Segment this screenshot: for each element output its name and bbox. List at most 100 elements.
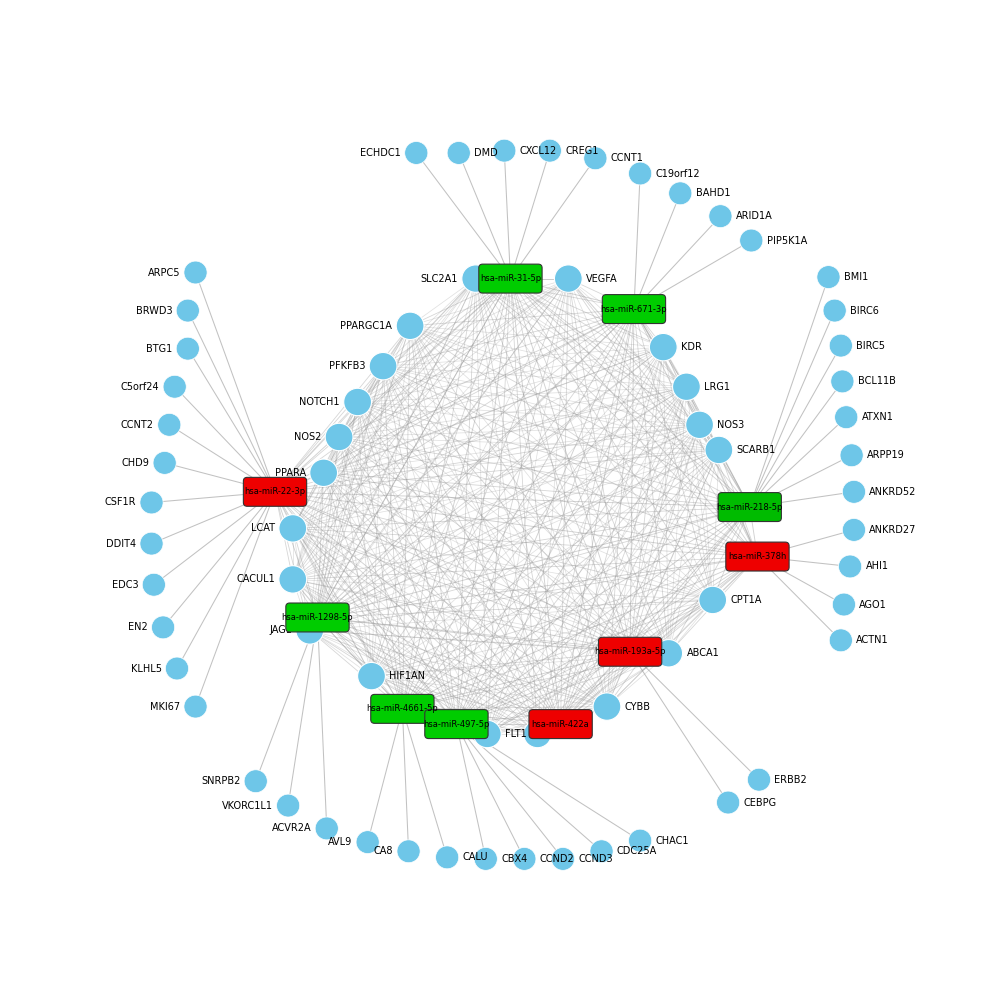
Circle shape [310, 459, 338, 487]
Text: CREG1: CREG1 [566, 145, 599, 155]
Text: hsa-miR-4661-5p: hsa-miR-4661-5p [367, 704, 438, 713]
Text: BRWD3: BRWD3 [135, 306, 172, 315]
FancyBboxPatch shape [718, 493, 782, 521]
Text: CCNT2: CCNT2 [121, 419, 153, 430]
Text: CCNT1: CCNT1 [611, 153, 643, 163]
Text: MKI67: MKI67 [150, 701, 180, 711]
FancyBboxPatch shape [424, 710, 488, 739]
Text: hsa-miR-422a: hsa-miR-422a [532, 720, 590, 729]
Text: ANKRD52: ANKRD52 [870, 487, 916, 496]
Circle shape [279, 566, 307, 593]
Text: hsa-miR-22-3p: hsa-miR-22-3p [244, 488, 306, 496]
Circle shape [538, 139, 562, 162]
Circle shape [326, 423, 353, 451]
FancyBboxPatch shape [529, 710, 593, 739]
Circle shape [709, 205, 732, 227]
Text: PFKFB3: PFKFB3 [329, 361, 366, 371]
Circle shape [833, 593, 856, 616]
Text: CYBB: CYBB [624, 701, 650, 711]
Circle shape [244, 769, 267, 792]
Circle shape [153, 451, 176, 475]
Text: PPARA: PPARA [275, 468, 306, 478]
Text: CEBPG: CEBPG [744, 797, 777, 808]
Text: ARPP19: ARPP19 [868, 450, 904, 460]
Circle shape [699, 586, 726, 613]
Text: KDR: KDR [681, 342, 702, 352]
Circle shape [163, 375, 186, 399]
Text: JAG1: JAG1 [269, 625, 292, 635]
Circle shape [654, 640, 682, 667]
Text: BMI1: BMI1 [844, 272, 869, 282]
Circle shape [513, 848, 536, 870]
Text: NOS2: NOS2 [294, 432, 322, 442]
Circle shape [279, 514, 307, 542]
Circle shape [139, 532, 163, 555]
Circle shape [839, 555, 862, 578]
Circle shape [747, 768, 771, 791]
Circle shape [139, 492, 163, 514]
Text: HIF1AN: HIF1AN [389, 672, 425, 681]
Circle shape [685, 411, 713, 438]
Circle shape [817, 266, 840, 289]
Circle shape [462, 265, 490, 293]
Circle shape [524, 720, 552, 748]
Text: ARID1A: ARID1A [736, 212, 773, 222]
Text: ANKRD27: ANKRD27 [870, 525, 916, 535]
Text: DMD: DMD [474, 148, 498, 158]
Text: PPARGC1A: PPARGC1A [341, 320, 392, 330]
Text: DLL4: DLL4 [555, 729, 580, 739]
Text: CPT1A: CPT1A [730, 595, 762, 605]
Text: CBX4: CBX4 [501, 854, 528, 863]
Text: FLT1: FLT1 [505, 729, 527, 739]
Text: ECHDC1: ECHDC1 [361, 148, 400, 158]
Text: hsa-miR-1298-5p: hsa-miR-1298-5p [282, 613, 354, 622]
Text: BTG1: BTG1 [146, 343, 172, 354]
Circle shape [843, 518, 866, 541]
Circle shape [668, 182, 692, 205]
Circle shape [151, 616, 174, 639]
Text: hsa-miR-193a-5p: hsa-miR-193a-5p [595, 647, 666, 657]
Text: NOS3: NOS3 [717, 419, 745, 430]
Text: KLHL5: KLHL5 [130, 664, 161, 674]
Text: C5orf24: C5orf24 [121, 382, 159, 392]
Circle shape [315, 817, 339, 840]
Circle shape [397, 840, 420, 862]
Text: AVL9: AVL9 [328, 837, 353, 848]
Circle shape [823, 299, 847, 322]
Circle shape [435, 846, 459, 868]
Circle shape [165, 657, 188, 679]
Circle shape [590, 840, 614, 862]
Circle shape [649, 333, 677, 361]
Circle shape [447, 141, 470, 164]
Text: SLC2A1: SLC2A1 [420, 274, 458, 284]
Circle shape [705, 436, 733, 464]
Text: BIRC5: BIRC5 [857, 340, 885, 351]
Circle shape [672, 373, 700, 401]
Text: CCND2: CCND2 [540, 854, 575, 863]
Circle shape [344, 389, 372, 415]
Text: VKORC1L1: VKORC1L1 [222, 800, 273, 811]
FancyBboxPatch shape [603, 295, 665, 323]
Text: CACUL1: CACUL1 [236, 575, 275, 584]
Text: SCARB1: SCARB1 [737, 445, 776, 455]
Text: ERBB2: ERBB2 [775, 774, 807, 784]
Text: ACTN1: ACTN1 [857, 635, 888, 646]
Circle shape [357, 831, 379, 854]
Text: hsa-miR-497-5p: hsa-miR-497-5p [423, 720, 490, 729]
Text: CHAC1: CHAC1 [655, 836, 689, 846]
Circle shape [184, 695, 207, 718]
Circle shape [716, 791, 740, 814]
Text: EDC3: EDC3 [112, 580, 138, 589]
Circle shape [840, 444, 864, 467]
FancyBboxPatch shape [599, 637, 661, 667]
Circle shape [473, 720, 501, 748]
Circle shape [628, 829, 651, 853]
Text: CSF1R: CSF1R [105, 497, 136, 507]
Text: AHI1: AHI1 [866, 562, 888, 572]
Text: ATXN1: ATXN1 [862, 412, 893, 422]
Text: PIP5K1A: PIP5K1A [767, 235, 807, 245]
FancyBboxPatch shape [286, 603, 350, 632]
Text: VEGFA: VEGFA [586, 274, 618, 284]
Circle shape [474, 848, 497, 870]
Text: CXCL12: CXCL12 [520, 145, 557, 155]
